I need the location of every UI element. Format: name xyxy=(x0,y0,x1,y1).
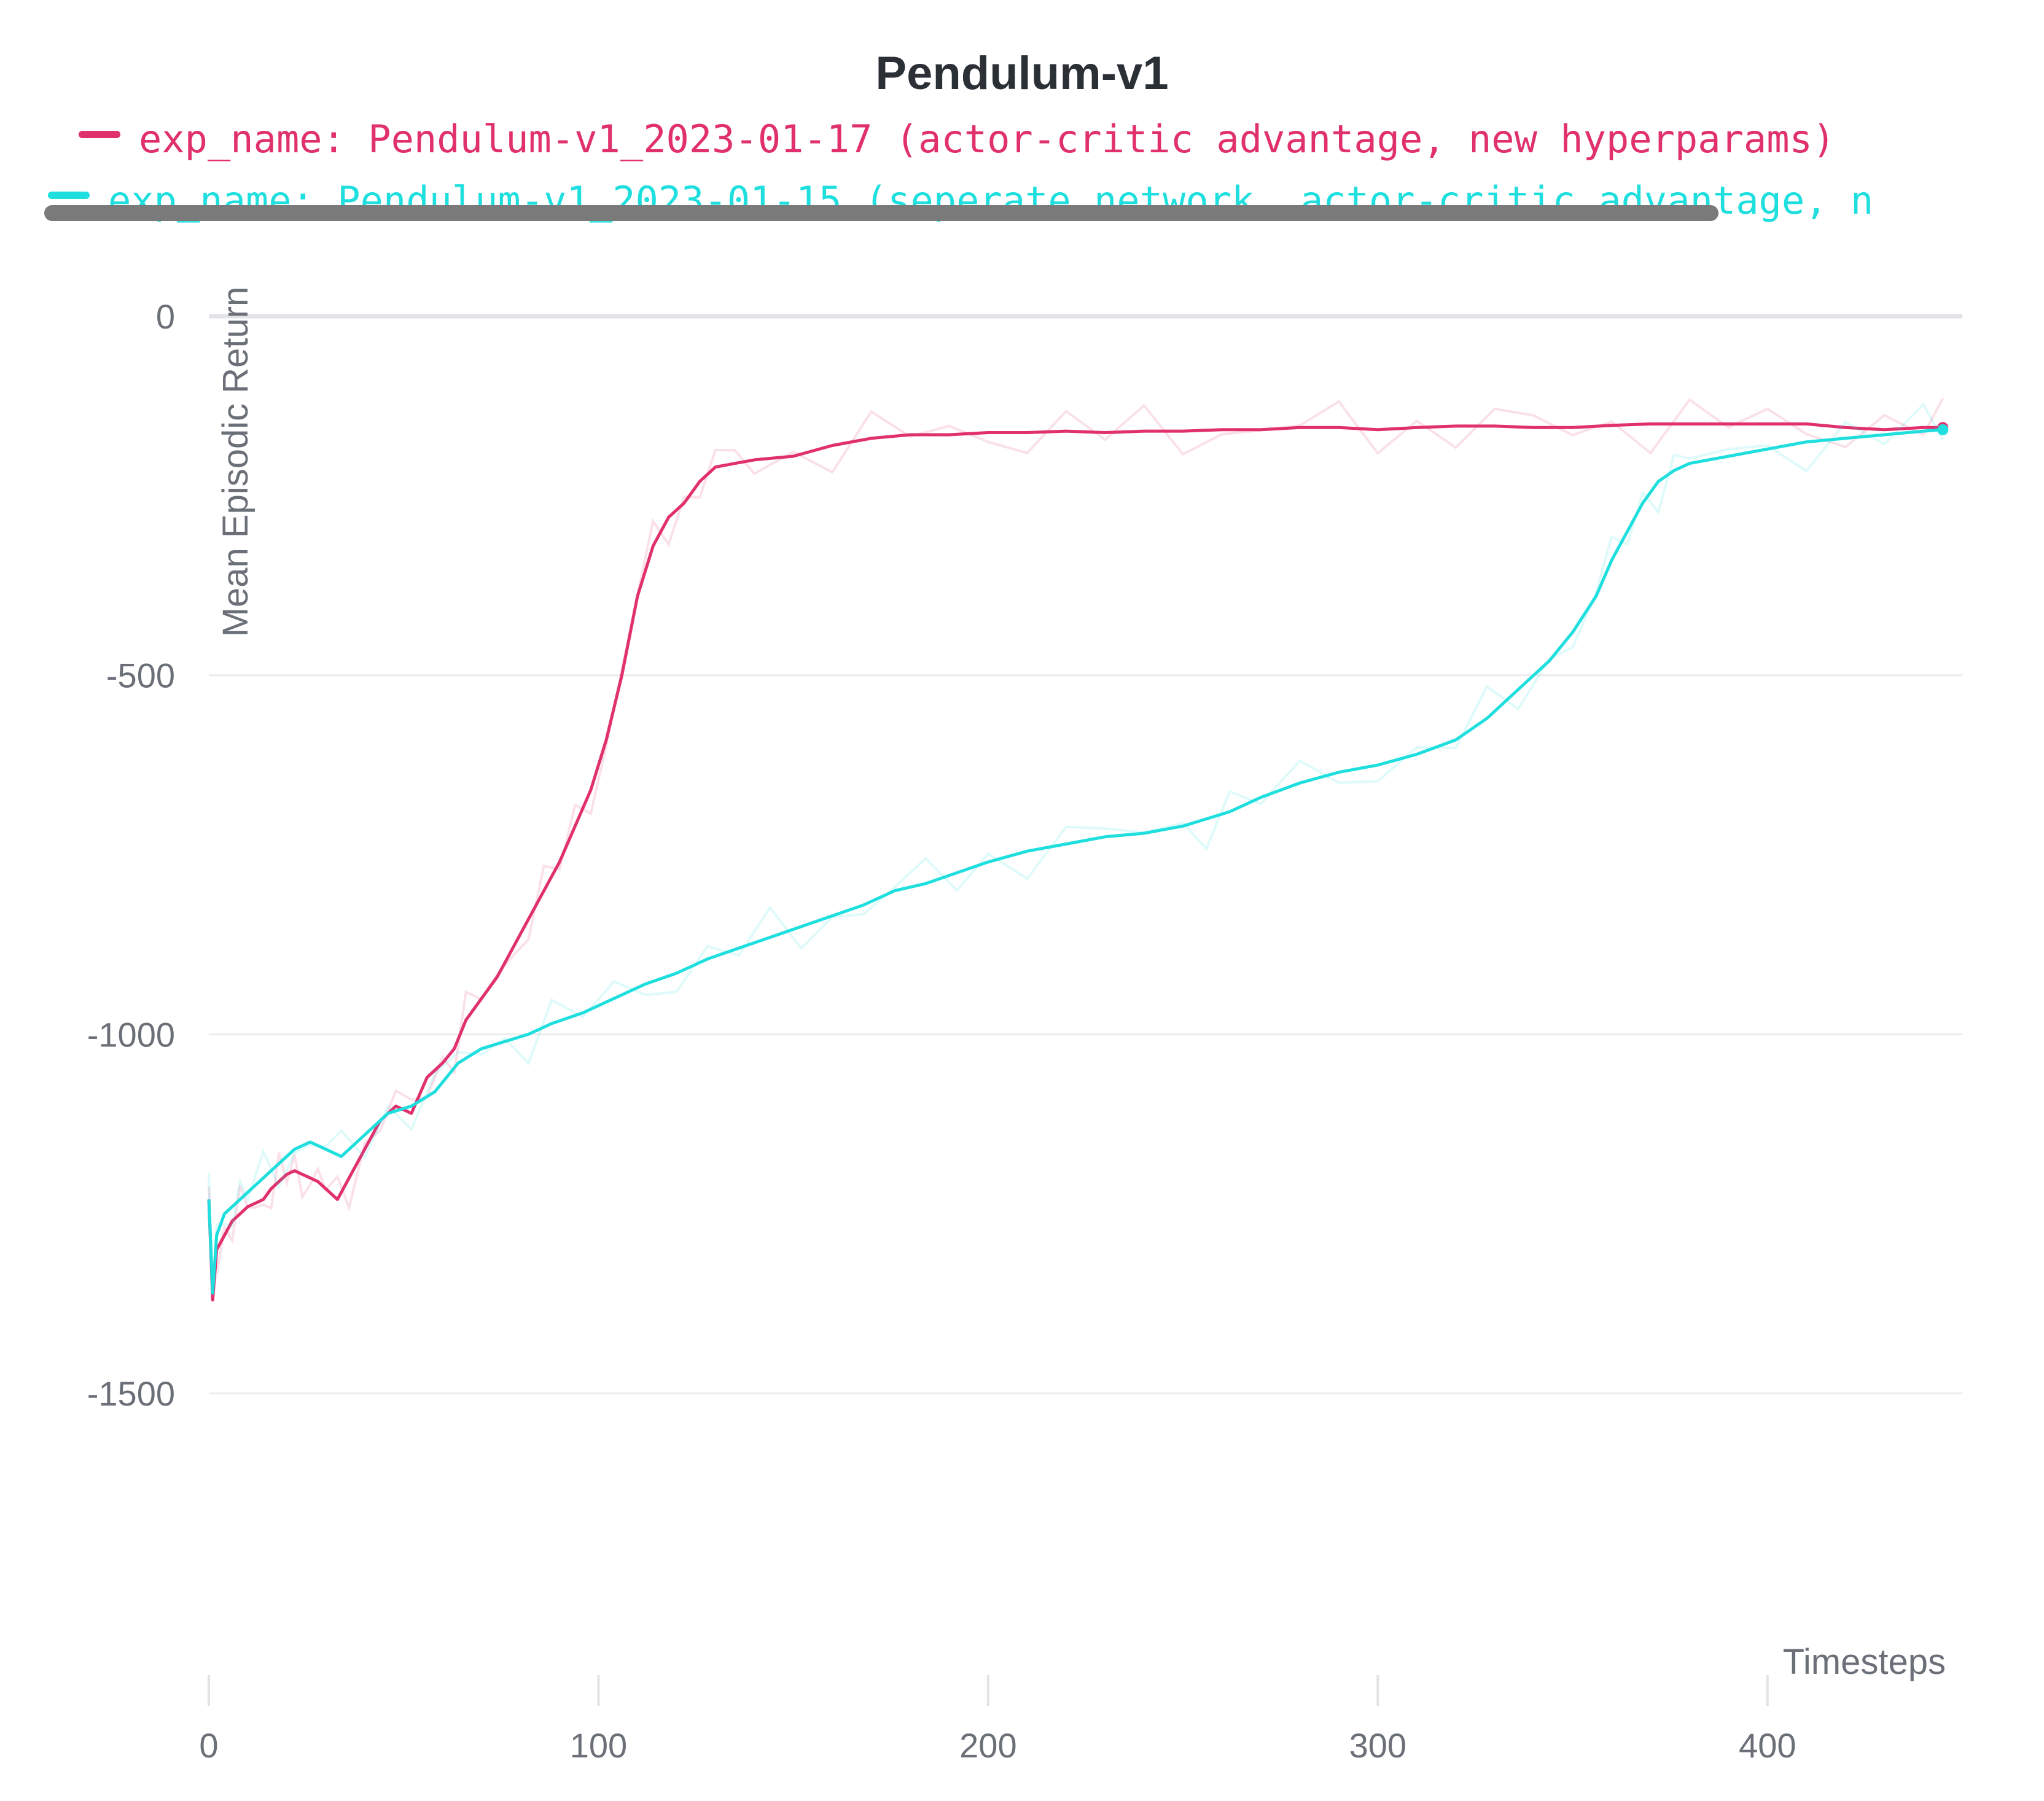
legend-swatch-series-2 xyxy=(48,192,90,199)
series-2-end-point xyxy=(1937,424,1949,435)
legend-label-series-1: exp_name: Pendulum-v1_2023-01-17 (actor-… xyxy=(139,117,1835,161)
chart-title: Pendulum-v1 xyxy=(875,47,1168,99)
y-tick-label: -500 xyxy=(106,656,175,695)
series-1-raw-line xyxy=(208,397,1945,1287)
legend[interactable]: exp_name: Pendulum-v1_2023-01-17 (actor-… xyxy=(44,117,1873,223)
y-tick-label: -1000 xyxy=(87,1015,175,1054)
legend-scrollbar[interactable] xyxy=(44,205,1718,221)
series-1-line[interactable] xyxy=(207,422,1943,1302)
x-axis-label: Timesteps xyxy=(1783,1642,1946,1682)
y-axis-label: Mean Episodic Return xyxy=(216,287,256,637)
series-2-line[interactable] xyxy=(207,428,1943,1294)
legend-swatch-series-1 xyxy=(79,131,120,138)
legend-item-series-1[interactable]: exp_name: Pendulum-v1_2023-01-17 (actor-… xyxy=(79,117,1835,161)
axes: 0 -500 -1000 -1500 0 100 200 300 400 xyxy=(87,297,1796,1765)
series-layer xyxy=(207,397,1949,1302)
x-tick-label: 200 xyxy=(959,1726,1016,1765)
grid xyxy=(209,314,1962,1395)
x-tick-label: 100 xyxy=(570,1726,627,1765)
x-tick-label: 0 xyxy=(199,1726,218,1765)
y-tick-label: -1500 xyxy=(87,1374,175,1413)
x-tick-label: 400 xyxy=(1739,1726,1796,1765)
y-tick-label: 0 xyxy=(156,297,175,336)
x-tick-label: 300 xyxy=(1349,1726,1406,1765)
series-2-raw-line xyxy=(208,402,1945,1296)
